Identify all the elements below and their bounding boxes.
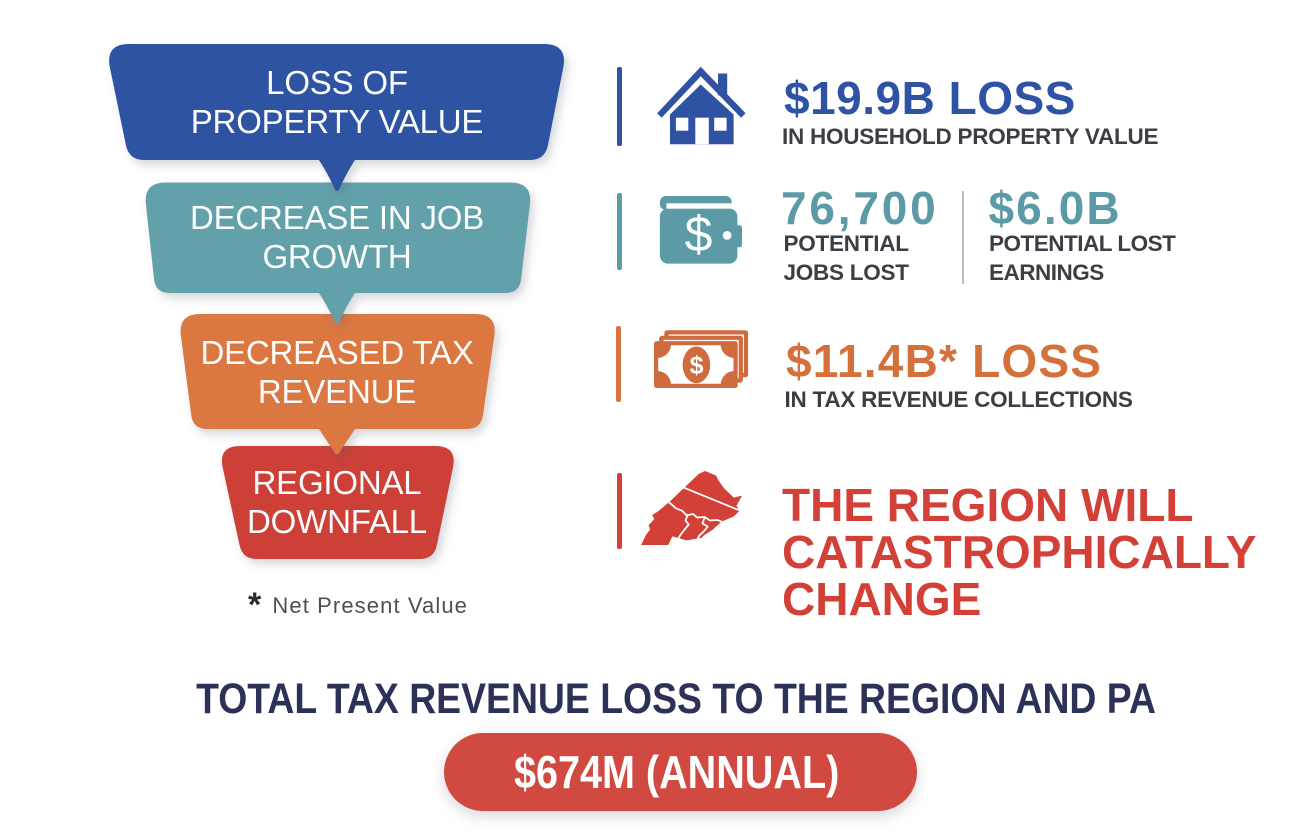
svg-text:$: $ [690,352,704,380]
svg-text:$: $ [685,206,713,262]
